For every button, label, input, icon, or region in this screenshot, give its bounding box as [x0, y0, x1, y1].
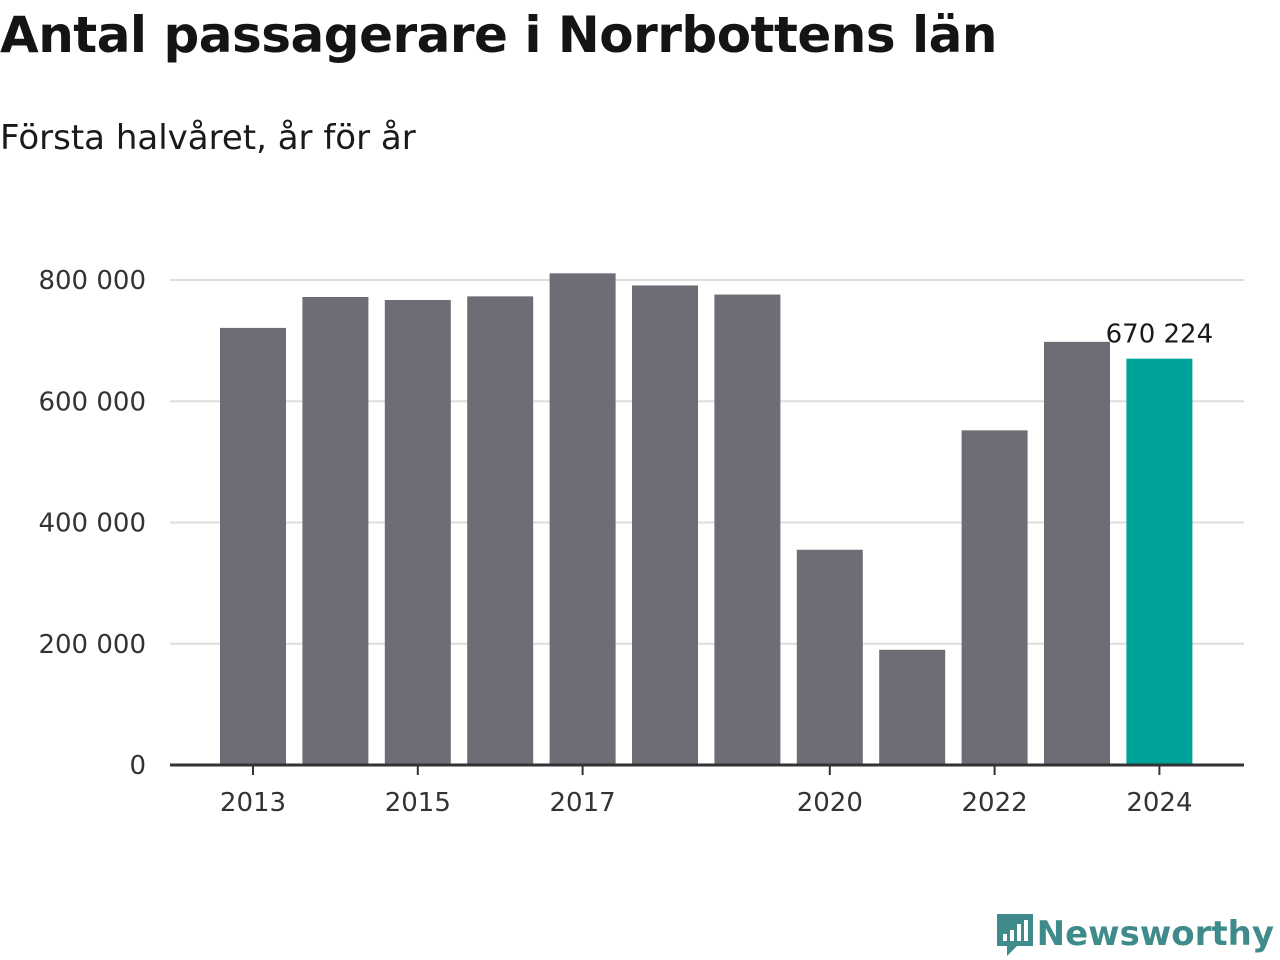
newsworthy-logo: Newsworthy [993, 910, 1274, 958]
chart-subtitle: Första halvåret, år för år [0, 118, 416, 158]
bar-2018 [632, 285, 698, 765]
bar-2023 [1044, 341, 1110, 765]
y-tick-label: 0 [129, 751, 146, 781]
x-tick-label: 2013 [220, 788, 286, 818]
bar-2021 [879, 649, 946, 765]
bar-2013 [220, 327, 286, 765]
bar-2014 [302, 296, 369, 765]
bars [220, 273, 1193, 765]
y-tick-label: 400 000 [38, 509, 146, 539]
data-labels: 670 224 [1106, 320, 1214, 350]
bar-2020 [796, 549, 863, 765]
y-tick-label: 800 000 [38, 266, 146, 296]
bar-2024 [1126, 358, 1193, 765]
bar-2015 [384, 300, 451, 765]
bar-2016 [467, 296, 534, 765]
x-tick-label: 2022 [962, 788, 1028, 818]
brand-name: Newsworthy [1036, 914, 1274, 954]
bar-2019 [714, 294, 781, 765]
y-tick-label: 200 000 [38, 630, 146, 660]
x-tick-label: 2015 [385, 788, 451, 818]
bar-2017 [549, 273, 616, 765]
data-label: 670 224 [1106, 320, 1214, 350]
x-axis: 2013 2015 2017 2020 2022 2024 [170, 763, 1244, 818]
y-axis-ticks: 0 200 000 400 000 600 000 800 000 [38, 266, 146, 781]
x-tick-label: 2017 [550, 788, 616, 818]
bar-2022 [961, 430, 1028, 765]
x-tick-label: 2024 [1126, 788, 1192, 818]
x-tick-label: 2020 [797, 788, 863, 818]
newsworthy-logo-icon [996, 914, 1033, 956]
y-tick-label: 600 000 [38, 387, 146, 417]
chart-title: Antal passagerare i Norrbottens län [0, 6, 998, 64]
